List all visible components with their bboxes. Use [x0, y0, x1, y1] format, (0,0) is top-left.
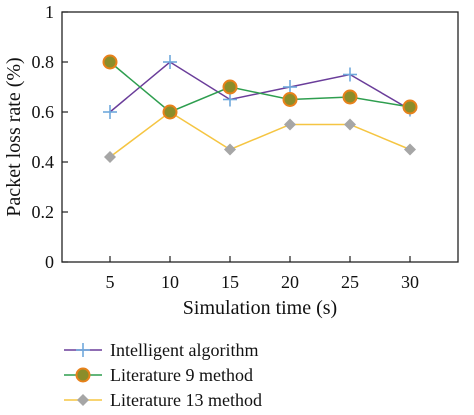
diamond-marker	[224, 143, 236, 156]
x-tick-label: 5	[106, 272, 115, 292]
plus-marker	[103, 105, 117, 119]
series-line	[109, 61, 411, 113]
y-axis-title: Packet loss rate (%)	[3, 57, 25, 216]
plus-marker	[283, 80, 297, 94]
plus-marker	[223, 92, 237, 107]
x-tick-label: 30	[401, 272, 419, 292]
x-tick-label: 10	[161, 272, 179, 292]
x-axis-title: Simulation time (s)	[183, 297, 337, 319]
diamond-marker	[344, 118, 356, 131]
x-tick-label: 15	[221, 272, 239, 292]
x-tick-label: 20	[281, 272, 299, 292]
circle-marker	[222, 79, 238, 95]
circle-marker	[282, 92, 298, 107]
circle-marker	[342, 89, 358, 105]
y-tick-label: 0.6	[32, 102, 55, 122]
legend-item: Literature 13 method	[64, 390, 262, 410]
y-tick-label: 0.8	[32, 52, 55, 72]
circle-marker	[162, 104, 178, 120]
plot-frame	[61, 11, 459, 263]
plus-marker	[343, 67, 357, 82]
plus-marker	[163, 55, 177, 69]
x-tick-label: 25	[341, 272, 359, 292]
plot-axes: 00.20.40.60.815 10 15 20 25 30	[32, 2, 459, 292]
series-line	[109, 61, 411, 113]
series-line	[109, 111, 411, 158]
circle-marker	[402, 99, 418, 115]
circle-marker	[75, 367, 91, 383]
y-tick-label: 0.4	[32, 152, 55, 172]
legend: Intelligent algorithm Literature 9 method…	[64, 340, 262, 410]
y-tick-label: 1	[45, 2, 54, 22]
legend-item: Intelligent algorithm	[64, 340, 258, 360]
series-layer	[102, 54, 418, 163]
series-1	[103, 55, 417, 119]
legend-label: Literature 13 method	[110, 390, 262, 410]
diamond-marker	[284, 118, 296, 131]
legend-label: Literature 9 method	[110, 365, 253, 385]
diamond-marker	[77, 394, 89, 406]
diamond-marker	[404, 143, 416, 156]
series-3	[104, 106, 416, 163]
series-2	[102, 54, 418, 120]
plus-marker	[76, 343, 90, 357]
y-tick-label: 0.2	[32, 202, 55, 222]
legend-label: Intelligent algorithm	[110, 340, 258, 360]
legend-item: Literature 9 method	[64, 365, 253, 385]
circle-marker	[102, 54, 118, 70]
y-tick-label: 0	[45, 252, 54, 272]
diamond-marker	[104, 151, 116, 163]
